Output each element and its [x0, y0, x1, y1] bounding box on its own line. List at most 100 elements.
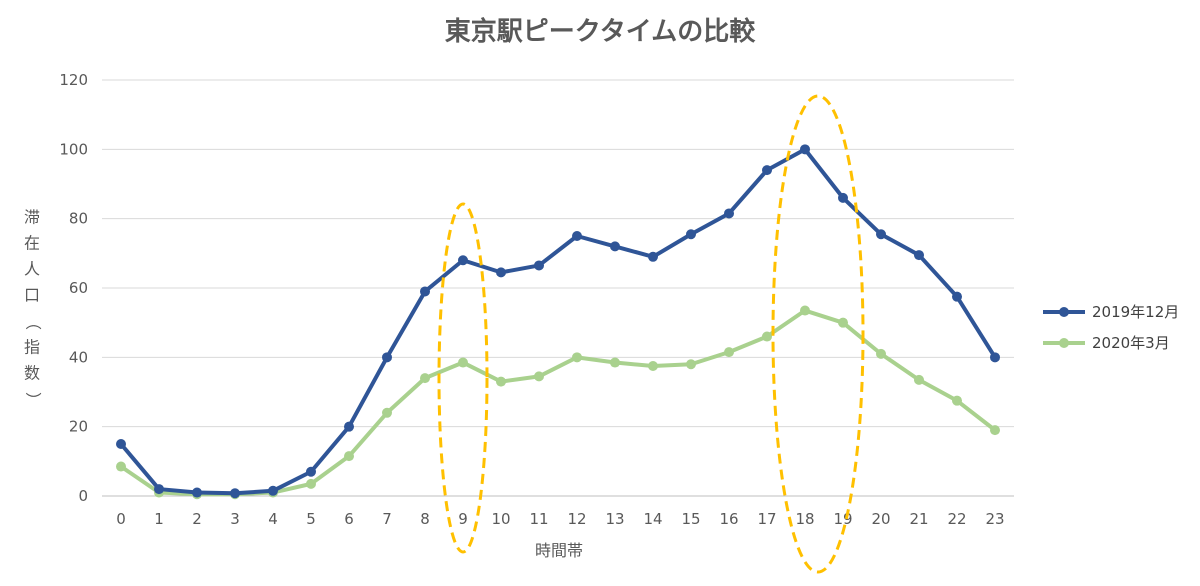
data-point: [116, 439, 126, 449]
y-tick-label: 80: [69, 210, 88, 228]
data-point: [800, 144, 810, 155]
data-point: [724, 347, 734, 358]
y-tick-label: 0: [78, 487, 88, 505]
data-point: [230, 488, 240, 499]
data-point: [268, 485, 278, 496]
data-point: [534, 371, 544, 382]
x-tick-label: 2: [192, 510, 202, 528]
data-point: [610, 357, 620, 368]
data-point: [762, 331, 772, 342]
data-point: [990, 352, 1000, 363]
data-point: [952, 291, 962, 302]
data-point: [192, 487, 202, 498]
data-point: [724, 208, 734, 219]
data-point: [686, 229, 696, 240]
data-point: [952, 395, 962, 406]
x-tick-label: 12: [567, 510, 586, 528]
x-tick-label: 16: [719, 510, 738, 528]
data-point: [154, 484, 164, 495]
legend: 2019年12月 2020年3月: [1043, 303, 1179, 352]
data-point: [458, 255, 468, 266]
x-tick-label: 19: [833, 510, 852, 528]
x-tick-label: 22: [947, 510, 966, 528]
y-tick-label: 120: [59, 71, 88, 89]
y-axis-label-char: 在: [24, 234, 40, 253]
data-point: [306, 478, 316, 489]
data-point: [344, 421, 354, 432]
data-point: [420, 286, 430, 297]
x-tick-label: 7: [382, 510, 392, 528]
data-point: [838, 317, 848, 328]
legend-label: 2019年12月: [1092, 303, 1179, 321]
y-axis-label-char: ）: [24, 392, 43, 408]
data-point: [686, 359, 696, 370]
y-tick-label: 60: [69, 279, 88, 297]
data-point: [496, 376, 506, 387]
y-axis-ticks: 0 20 40 60 80 100 120: [59, 71, 88, 505]
data-point: [116, 461, 126, 472]
series-group: [116, 144, 1000, 500]
x-tick-label: 8: [420, 510, 430, 528]
data-point: [648, 251, 658, 262]
y-axis-label-char: 滞: [24, 208, 40, 227]
data-point: [914, 250, 924, 261]
legend-marker: [1059, 307, 1069, 317]
data-point: [990, 425, 1000, 436]
data-point: [572, 352, 582, 363]
data-point: [648, 361, 658, 371]
y-axis-label-char: （: [24, 314, 43, 330]
data-point: [534, 260, 544, 271]
gridlines: [102, 79, 1014, 497]
x-tick-label: 10: [491, 510, 510, 528]
y-axis-label-char: 指: [24, 338, 40, 357]
x-tick-label: 6: [344, 510, 354, 528]
highlight-ellipse: [771, 94, 865, 574]
x-tick-label: 3: [230, 510, 240, 528]
x-tick-label: 11: [529, 510, 548, 528]
x-tick-label: 23: [985, 510, 1004, 528]
data-point: [382, 352, 392, 363]
y-tick-label: 40: [69, 348, 88, 366]
data-point: [496, 267, 506, 278]
x-tick-label: 20: [871, 510, 890, 528]
data-point: [344, 451, 354, 462]
y-axis-label-char: 数: [24, 364, 40, 383]
x-tick-label: 18: [795, 510, 814, 528]
data-point: [572, 231, 582, 241]
series-line: [119, 147, 997, 496]
x-tick-label: 15: [681, 510, 700, 528]
y-tick-label: 100: [59, 140, 88, 158]
x-axis-ticks: 0 1 2 3 4 5 6 7 8 9 10 11 12 13 14 15 16 17 18 19 20 21 22 23: [116, 510, 1004, 528]
highlight-ellipses: [437, 94, 865, 574]
data-point: [762, 165, 772, 176]
x-tick-label: 4: [268, 510, 278, 528]
data-point: [458, 357, 468, 368]
x-tick-label: 5: [306, 510, 316, 528]
legend-marker: [1059, 338, 1069, 348]
legend-label: 2020年3月: [1092, 334, 1170, 352]
data-point: [914, 374, 924, 385]
data-point: [306, 466, 316, 477]
x-tick-label: 14: [643, 510, 662, 528]
chart-title: 東京駅ピークタイムの比較: [445, 16, 756, 47]
data-point: [838, 192, 848, 203]
y-tick-label: 20: [69, 418, 88, 436]
x-axis-label: 時間帯: [535, 541, 583, 560]
highlight-ellipse: [437, 202, 489, 554]
x-tick-label: 0: [116, 510, 126, 528]
y-axis-label-char: 人: [24, 260, 40, 279]
data-point: [420, 373, 430, 384]
x-tick-label: 17: [757, 510, 776, 528]
data-point: [876, 348, 886, 359]
data-point: [876, 229, 886, 240]
x-tick-label: 13: [605, 510, 624, 528]
x-tick-label: 21: [909, 510, 928, 528]
x-tick-label: 9: [458, 510, 468, 528]
data-point: [382, 407, 392, 418]
data-point: [800, 305, 810, 316]
x-tick-label: 1: [154, 510, 164, 528]
data-point: [610, 241, 620, 252]
y-axis-label-char: 口: [24, 286, 40, 305]
